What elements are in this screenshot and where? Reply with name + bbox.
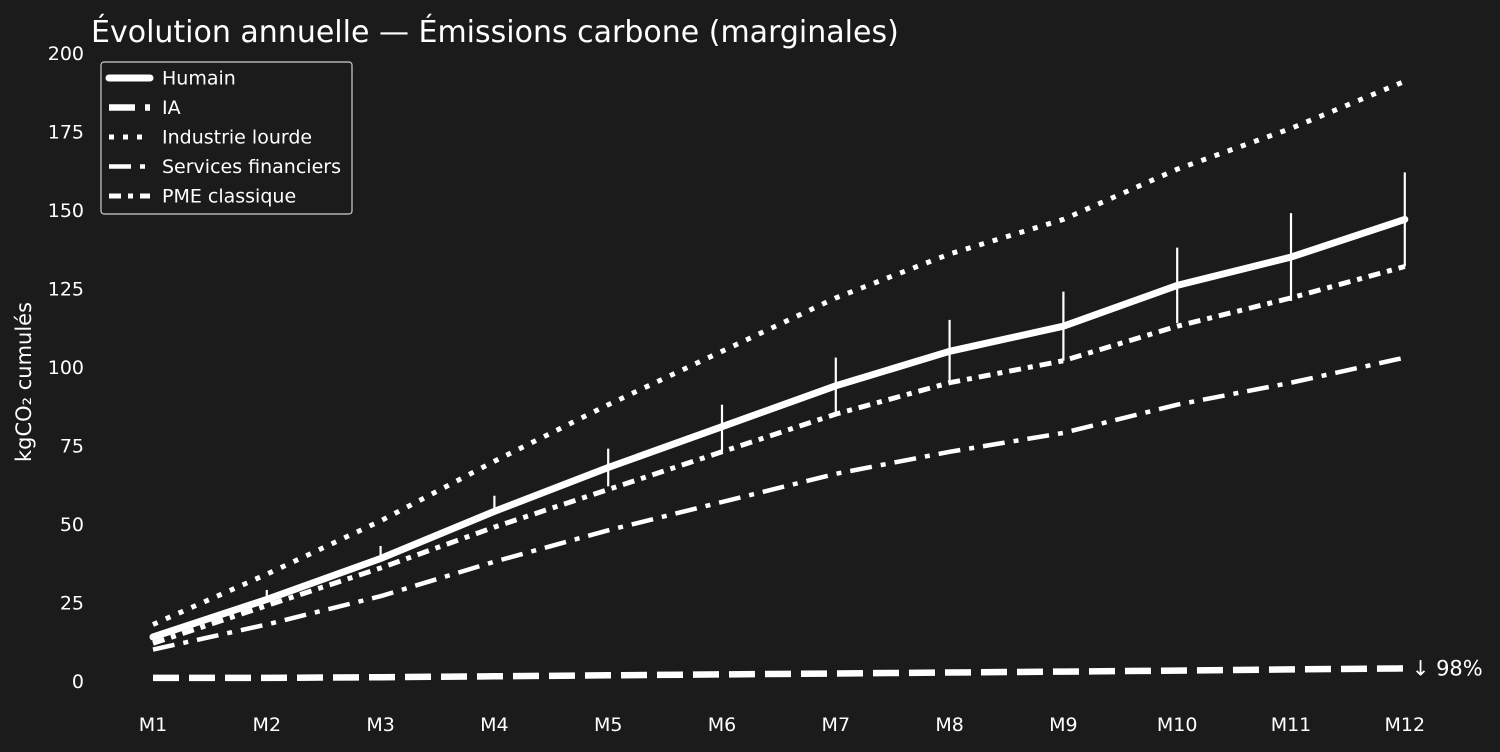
y-tick-label: 100 xyxy=(48,357,84,379)
series-line-humain xyxy=(149,215,1409,641)
x-tick-label: M10 xyxy=(1157,714,1198,736)
x-tick-label: M9 xyxy=(1049,714,1077,736)
legend-label-ia: IA xyxy=(162,97,181,119)
x-axis-ticks: M1 M2 M3 M4 M5 M6 M7 M8 M9 M10 M11 M12 xyxy=(139,714,1425,736)
x-tick-label: M4 xyxy=(480,714,508,736)
annotations: ↓ 98% xyxy=(1412,656,1483,680)
series-lines xyxy=(149,78,1409,682)
legend-label-industrie-lourde: Industrie lourde xyxy=(162,127,312,149)
annotation-label: ↓ 98% xyxy=(1412,656,1483,680)
chart-title: Évolution annuelle — Émissions carbone (… xyxy=(91,14,899,50)
y-axis-ticks: 0 25 50 75 100 125 150 175 200 xyxy=(48,43,84,693)
x-tick-label: M3 xyxy=(366,714,394,736)
y-tick-label: 0 xyxy=(72,671,84,693)
y-tick-label: 200 xyxy=(48,43,84,65)
y-tick-label: 150 xyxy=(48,200,84,222)
legend-box xyxy=(100,61,353,215)
x-tick-label: M5 xyxy=(594,714,622,736)
y-axis-label: kgCO₂ cumulés xyxy=(12,302,36,462)
legend-label-pme-classique: PME classique xyxy=(162,186,296,208)
series-line-ia xyxy=(153,665,1405,682)
x-tick-label: M6 xyxy=(708,714,736,736)
x-tick-label: M8 xyxy=(935,714,963,736)
x-tick-label: M11 xyxy=(1271,714,1312,736)
legend: Humain IA Industrie lourde Services financi… xyxy=(100,61,353,215)
legend-label-services-financiers: Services financiers xyxy=(162,156,341,178)
y-tick-label: 75 xyxy=(60,436,84,458)
x-tick-label: M7 xyxy=(822,714,850,736)
legend-label-humain: Humain xyxy=(162,68,236,90)
x-tick-label: M1 xyxy=(139,714,167,736)
x-tick-label: M12 xyxy=(1385,714,1426,736)
series-line-services-financiers xyxy=(152,355,1406,652)
y-tick-label: 125 xyxy=(48,279,84,301)
y-tick-label: 50 xyxy=(60,514,84,536)
series-line-pme-classique xyxy=(152,264,1406,646)
y-tick-label: 175 xyxy=(48,122,84,144)
y-tick-label: 25 xyxy=(60,593,84,615)
x-tick-label: M2 xyxy=(253,714,281,736)
